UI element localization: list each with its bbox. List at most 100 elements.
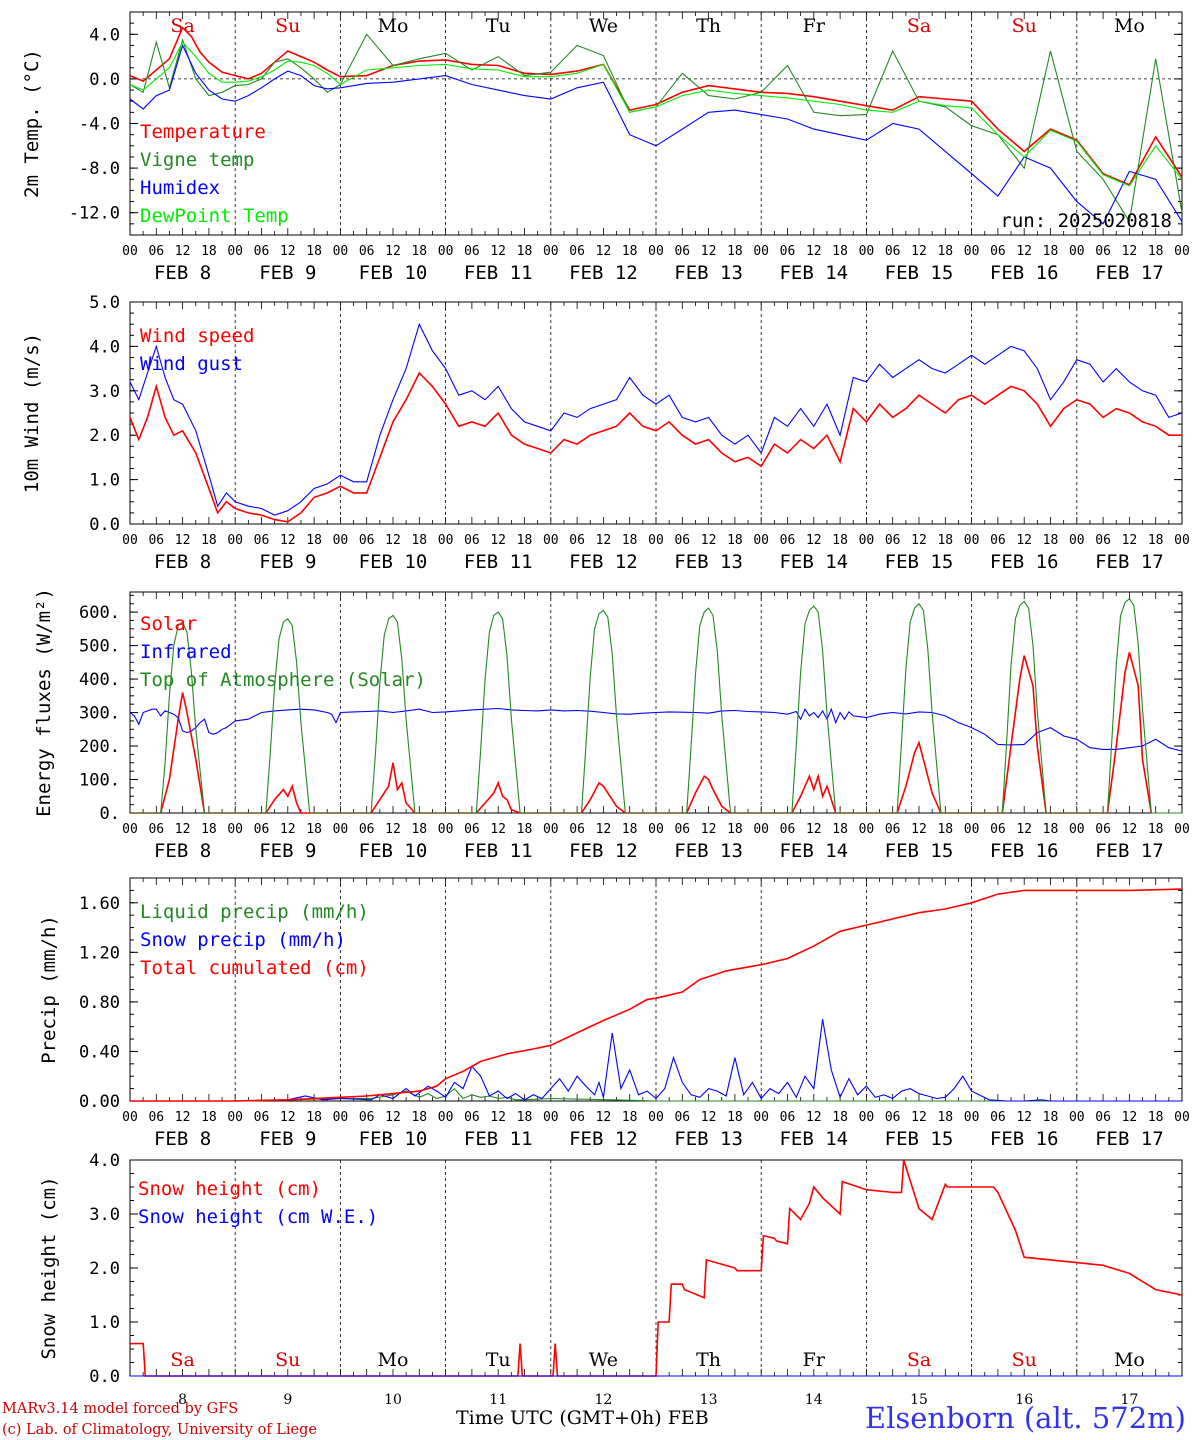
panel-5: 0.0 1.0 2.0 3.0 4.0 Snow height (cm) Sa Su Mo Tu W… (38, 1151, 1183, 1408)
series-line (130, 1019, 1182, 1102)
date-label: FEB 17 (1095, 551, 1164, 573)
y-tick-label: -8.0 (79, 159, 120, 179)
day-number: 11 (489, 1392, 507, 1408)
panel-3: 0. 100. 200. 300. 400. 500. 600. Energy fluxes … (33, 588, 1190, 862)
hour-label: 06 (148, 822, 164, 837)
hour-label: 06 (1095, 822, 1111, 837)
hour-label: 12 (175, 822, 191, 837)
date-label: FEB 13 (674, 551, 743, 573)
hour-label: 18 (622, 244, 638, 259)
day-name: Sa (907, 15, 931, 37)
hour-label: 00 (333, 533, 349, 548)
hour-label: 12 (911, 1110, 927, 1125)
day-name: Fr (803, 15, 826, 37)
y-tick-label: 0.0 (89, 1367, 120, 1387)
day-name: Th (696, 1349, 721, 1371)
hour-label: 00 (1069, 822, 1085, 837)
hour-label: 12 (1122, 822, 1138, 837)
hour-label: 00 (648, 533, 664, 548)
day-name: Su (275, 1349, 300, 1371)
hour-label: 06 (990, 244, 1006, 259)
panel-1: 4.0 0.0 -4.0 -8.0 -12.0 2m Temp. (°C) 00 06 12 18… (21, 11, 1190, 284)
legend-entry: Snow precip (mm/h) (140, 929, 346, 951)
day-number: 8 (178, 1392, 187, 1408)
day-name: Su (1012, 1349, 1037, 1371)
hour-label: 12 (596, 1110, 612, 1125)
hour-label: 00 (859, 244, 875, 259)
day-number: 16 (1015, 1392, 1033, 1408)
hour-label: 06 (464, 244, 480, 259)
hour-label: 12 (490, 1110, 506, 1125)
hour-label: 06 (148, 533, 164, 548)
hour-label: 00 (543, 822, 559, 837)
hour-label: 12 (1016, 244, 1032, 259)
hour-label: 06 (990, 822, 1006, 837)
date-label: FEB 17 (1095, 262, 1164, 284)
hour-label: 06 (674, 533, 690, 548)
hour-label: 00 (122, 822, 138, 837)
hour-label: 12 (701, 244, 717, 259)
day-name: Sa (907, 1349, 931, 1371)
hour-label: 06 (1095, 244, 1111, 259)
hour-label: 12 (175, 244, 191, 259)
hour-label: 06 (885, 1110, 901, 1125)
hour-label: 06 (990, 533, 1006, 548)
hour-label: 12 (911, 533, 927, 548)
series-line (129, 41, 1183, 187)
hour-label: 06 (674, 822, 690, 837)
hour-label: 06 (780, 1110, 796, 1125)
date-label: FEB 15 (885, 551, 954, 573)
series-line (130, 888, 1183, 1102)
y-axis-title: Snow height (cm) (38, 1176, 60, 1359)
date-label: FEB 8 (154, 840, 211, 862)
hour-label: 00 (859, 1110, 875, 1125)
legend-entry: Snow height (cm) (138, 1178, 321, 1200)
hour-label: 00 (964, 533, 980, 548)
y-tick-label: 1.0 (89, 471, 120, 491)
hour-label: 12 (490, 533, 506, 548)
hour-label: 00 (333, 822, 349, 837)
hour-label: 12 (911, 244, 927, 259)
legend-entry: Wind gust (140, 353, 243, 375)
day-number: 13 (700, 1392, 718, 1408)
hour-label: 00 (648, 822, 664, 837)
date-label: FEB 14 (779, 262, 848, 284)
hour-label: 00 (122, 1110, 138, 1125)
hour-label: 18 (306, 244, 322, 259)
hour-label: 12 (806, 244, 822, 259)
hour-label: 18 (1148, 533, 1164, 548)
legend-entry: Total cumulated (cm) (140, 957, 369, 979)
hour-label: 00 (1174, 244, 1190, 259)
date-label: FEB 12 (569, 262, 638, 284)
panel-4: 0.00 0.40 0.80 1.20 1.60 Precip (mm/h) 00 06 12 1… (38, 877, 1190, 1150)
date-label: FEB 12 (569, 840, 638, 862)
legend-entry: Humidex (140, 177, 220, 199)
hour-label: 18 (937, 244, 953, 259)
date-label: FEB 13 (674, 840, 743, 862)
hour-label: 12 (911, 822, 927, 837)
legend-entry: Liquid precip (mm/h) (140, 901, 369, 923)
y-axis-title: 2m Temp. (°C) (21, 49, 43, 198)
date-label: FEB 10 (359, 1128, 428, 1150)
y-tick-label: 0.00 (79, 1092, 120, 1112)
day-name: Mo (378, 1349, 409, 1371)
panel-2: 0.0 1.0 2.0 3.0 4.0 5.0 10m Wind (m/s) 00 06 12 18… (21, 293, 1190, 573)
date-label: FEB 14 (779, 1128, 848, 1150)
y-tick-label: -12.0 (69, 204, 120, 224)
hour-label: 06 (464, 1110, 480, 1125)
hour-label: 18 (201, 533, 217, 548)
hour-label: 12 (701, 533, 717, 548)
hour-label: 12 (385, 244, 401, 259)
hour-label: 00 (438, 822, 454, 837)
station-name: Elsenborn (alt. 572m) (865, 1401, 1186, 1435)
hour-label: 06 (359, 244, 375, 259)
hour-label: 18 (1148, 244, 1164, 259)
day-number: 9 (283, 1392, 292, 1408)
hour-label: 18 (937, 1110, 953, 1125)
date-label: FEB 13 (674, 1128, 743, 1150)
model-credit: MARv3.14 model forced by GFS (2, 1401, 238, 1417)
series-line (130, 1159, 1183, 1377)
hour-label: 12 (596, 822, 612, 837)
hour-label: 00 (438, 1110, 454, 1125)
run-label: run: 2025020818 (1000, 210, 1172, 232)
